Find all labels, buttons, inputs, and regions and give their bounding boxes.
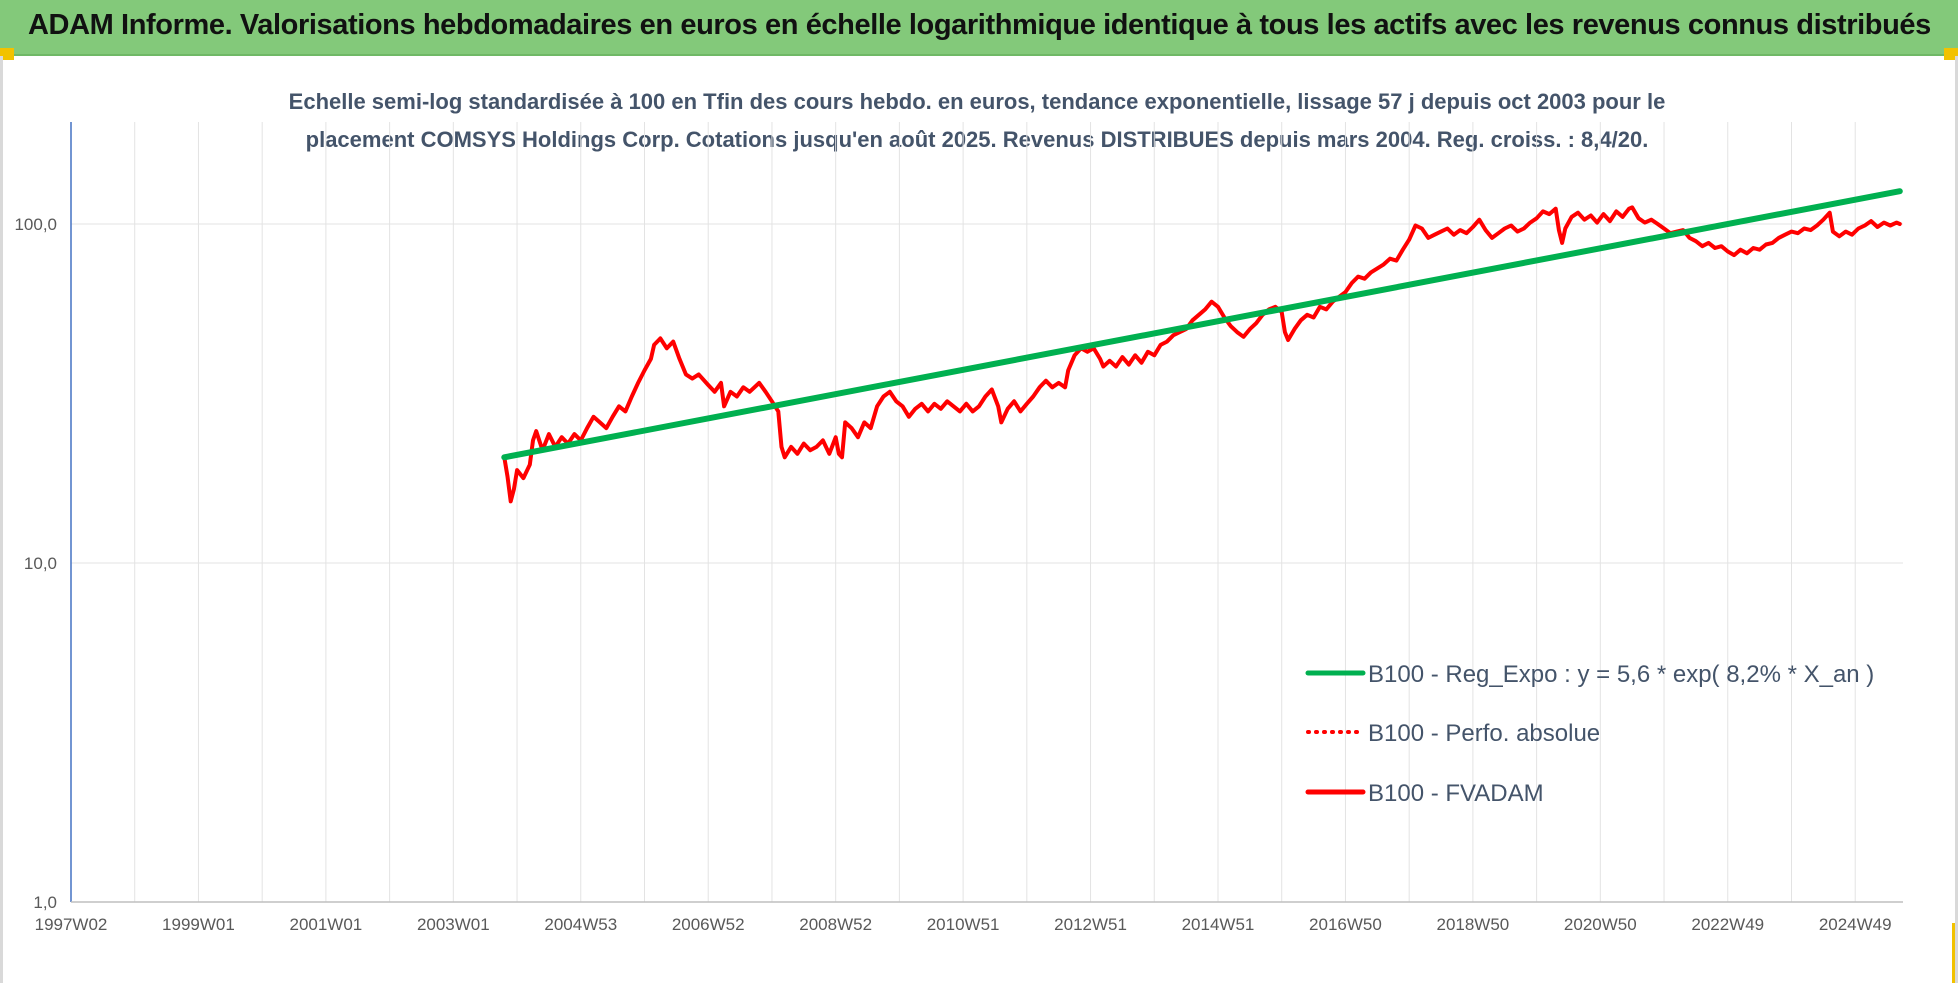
banner-title: ADAM Informe. Valorisations hebdomadaire…: [28, 9, 1931, 41]
y-tick-label: 10,0: [24, 554, 57, 573]
trend-line: [501, 188, 1903, 461]
legend: B100 - Reg_Expo : y = 5,6 * exp( 8,2% * …: [1305, 661, 1874, 807]
corner-marker-top-left: [0, 48, 14, 60]
fvadam-line: [502, 205, 1902, 504]
x-tick-label: 2022W49: [1691, 915, 1764, 934]
plot-area: [501, 188, 1903, 504]
x-tick-label: 2016W50: [1309, 915, 1382, 934]
x-tick-label: 2003W01: [417, 915, 490, 934]
x-tick-label: 2024W49: [1819, 915, 1892, 934]
legend-label-perfo-absolue-line: B100 - Perfo. absolue: [1368, 720, 1600, 747]
axes: 1,0 10,0 100,0 1997W02 1999W01 2001W01 2003W01…: [14, 122, 1903, 934]
legend-label-fvadam-line: B100 - FVADAM: [1368, 780, 1544, 807]
y-tick-label: 1,0: [33, 893, 57, 912]
x-tick-label: 2012W51: [1054, 915, 1127, 934]
title-banner: ADAM Informe. Valorisations hebdomadaire…: [0, 0, 1958, 56]
x-tick-label: 2018W50: [1436, 915, 1509, 934]
x-tick-label: 1999W01: [162, 915, 235, 934]
chart-frame: [0, 56, 1958, 983]
y-tick-label: 100,0: [14, 215, 57, 234]
chart-title-line-1: Echelle semi-log standardisée à 100 en T…: [289, 89, 1666, 114]
x-tick-label: 2006W52: [672, 915, 745, 934]
chart-title: Echelle semi-log standardisée à 100 en T…: [289, 89, 1666, 152]
x-tick-label: 2008W52: [799, 915, 872, 934]
x-tick-label: 2010W51: [927, 915, 1000, 934]
legend-label-trend-line: B100 - Reg_Expo : y = 5,6 * exp( 8,2% * …: [1368, 661, 1874, 688]
grid: [70, 122, 1903, 902]
chart-title-line-2: placement COMSYS Holdings Corp. Cotation…: [306, 127, 1649, 152]
x-tick-label: 2020W50: [1564, 915, 1637, 934]
x-tick-label: 1997W02: [35, 915, 108, 934]
corner-marker-top-right: [1944, 48, 1958, 60]
x-tick-label: 2004W53: [544, 915, 617, 934]
x-tick-label: 2014W51: [1182, 915, 1255, 934]
x-tick-label: 2001W01: [289, 915, 362, 934]
